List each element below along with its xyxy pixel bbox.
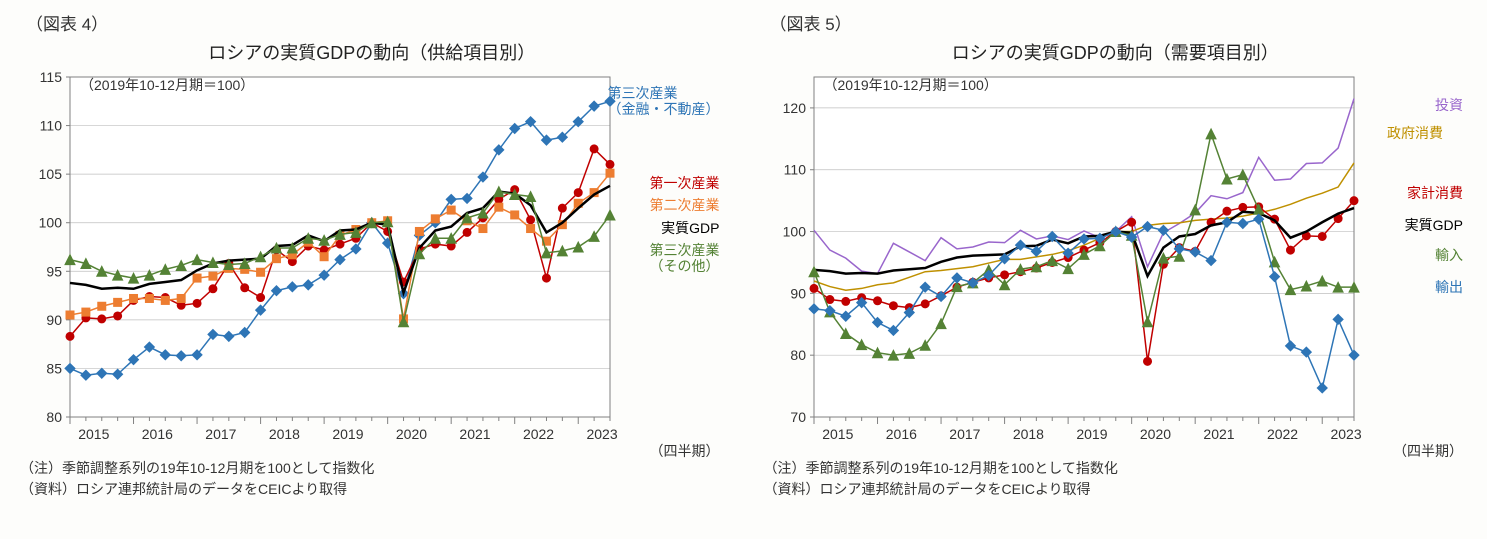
svg-text:90: 90: [790, 285, 806, 301]
svg-text:2015: 2015: [78, 426, 109, 442]
chart-panel-left: （図表 4） ロシアの実質GDPの動向（供給項目別） （2019年10-12月期…: [20, 10, 724, 499]
chart-wrap-right: （2019年10-12月期＝100） 70 80 90 100 110 120 2015 20…: [764, 67, 1468, 457]
panel-label: （図表 5）: [770, 10, 1468, 35]
svg-text:80: 80: [790, 347, 806, 363]
svg-text:2021: 2021: [459, 426, 490, 442]
series-label: 輸出: [1435, 279, 1463, 295]
svg-text:2017: 2017: [205, 426, 236, 442]
series-label: 投資: [1435, 97, 1463, 113]
svg-text:110: 110: [783, 162, 806, 178]
quarterly-label: （四半期）: [650, 441, 720, 461]
chart-svg-left: 80 85 90 95 100 105 110 115 2015 2016 2017 2018 2019…: [20, 67, 660, 457]
chart-panel-right: （図表 5） ロシアの実質GDPの動向（需要項目別） （2019年10-12月期…: [764, 10, 1468, 499]
series-label: 実質GDP: [661, 220, 719, 236]
svg-text:110: 110: [40, 118, 63, 134]
svg-text:90: 90: [46, 312, 62, 328]
svg-text:2019: 2019: [1076, 426, 1107, 442]
series-label: 政府消費: [1387, 125, 1443, 141]
chart-title: ロシアの実質GDPの動向（需要項目別）: [764, 39, 1468, 65]
svg-text:80: 80: [46, 409, 62, 425]
svg-text:95: 95: [46, 263, 62, 279]
quarterly-label: （四半期）: [1393, 441, 1463, 461]
svg-text:105: 105: [39, 166, 63, 182]
svg-text:85: 85: [46, 360, 62, 376]
svg-text:2015: 2015: [822, 426, 853, 442]
series-label: 第二次産業: [650, 197, 720, 213]
chart-wrap-left: （2019年10-12月期＝100） 80 85 90 95 100 105 110 115 2…: [20, 67, 724, 457]
svg-text:2022: 2022: [1266, 426, 1297, 442]
svg-text:2016: 2016: [885, 426, 916, 442]
svg-text:2023: 2023: [1330, 426, 1361, 442]
chart-title: ロシアの実質GDPの動向（供給項目別）: [20, 39, 724, 65]
series-label: 輸入: [1435, 247, 1463, 263]
footnote-source: （資料）ロシア連邦統計局のデータをCEICより取得: [20, 480, 724, 499]
svg-text:2017: 2017: [949, 426, 980, 442]
svg-text:2018: 2018: [1012, 426, 1043, 442]
svg-text:2021: 2021: [1203, 426, 1234, 442]
svg-text:100: 100: [39, 215, 63, 231]
svg-text:2023: 2023: [586, 426, 617, 442]
series-label: 家計消費: [1407, 185, 1463, 201]
svg-text:115: 115: [40, 69, 63, 85]
baseline-note: （2019年10-12月期＝100）: [824, 75, 998, 95]
svg-text:2020: 2020: [396, 426, 427, 442]
svg-text:2016: 2016: [142, 426, 173, 442]
footnote-note: （注）季節調整系列の19年10-12月期を100として指数化: [20, 459, 724, 478]
series-label: 第三次産業（金融・不動産）: [608, 85, 720, 117]
footnote-note: （注）季節調整系列の19年10-12月期を100として指数化: [764, 459, 1468, 478]
footnote-source: （資料）ロシア連邦統計局のデータをCEICより取得: [764, 480, 1468, 499]
series-label: 第三次産業（その他）: [650, 242, 720, 274]
svg-text:2022: 2022: [523, 426, 554, 442]
svg-text:2019: 2019: [332, 426, 363, 442]
svg-text:70: 70: [790, 409, 806, 425]
series-label: 実質GDP: [1405, 217, 1463, 233]
chart-svg-right: 70 80 90 100 110 120 2015 2016 2017 2018 2019 2020 2…: [764, 67, 1404, 457]
svg-text:2020: 2020: [1139, 426, 1170, 442]
svg-text:2018: 2018: [269, 426, 300, 442]
series-label: 第一次産業: [650, 175, 720, 191]
svg-text:100: 100: [782, 224, 806, 240]
panel-label: （図表 4）: [26, 10, 724, 35]
baseline-note: （2019年10-12月期＝100）: [80, 75, 254, 95]
svg-text:120: 120: [782, 100, 806, 116]
